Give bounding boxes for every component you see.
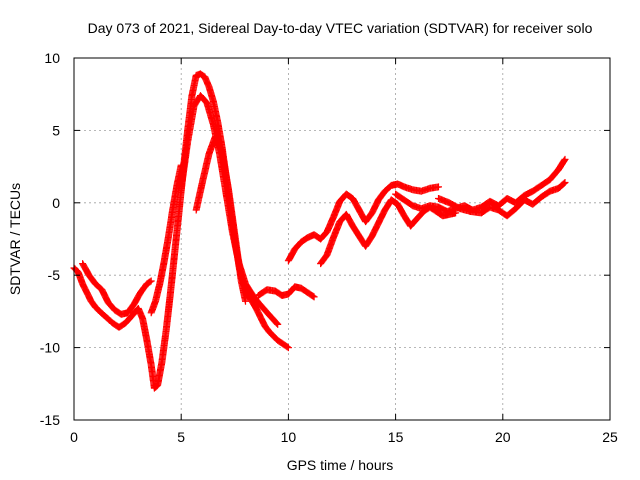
axis-ticks: 0 5 10 15 20 25 -15 -10 -5 0 5 10	[40, 50, 618, 445]
plot-frame	[73, 57, 611, 421]
data-point-marker	[560, 179, 568, 187]
data-point-marker	[310, 293, 318, 301]
series-track-f	[254, 283, 318, 301]
series-track-j	[435, 179, 569, 220]
data-point-marker	[274, 320, 282, 328]
y-tick-label: 5	[52, 122, 60, 138]
y-tick-label: -10	[40, 340, 60, 356]
x-tick-label: 20	[495, 429, 511, 445]
data-point-marker	[560, 156, 568, 164]
y-tick-label: -15	[40, 412, 60, 428]
data-point-marker	[273, 320, 281, 327]
x-tick-label: 0	[70, 429, 78, 445]
y-axis-label: SDTVAR / TECUs	[7, 183, 23, 295]
data-point-marker	[309, 292, 317, 300]
chart-title: Day 073 of 2021, Sidereal Day-to-day VTE…	[88, 20, 593, 36]
series-track-c	[147, 161, 185, 317]
data-point-marker	[561, 179, 569, 186]
x-tick-label: 15	[388, 429, 404, 445]
y-tick-label: -5	[48, 267, 61, 283]
data-point-marker	[561, 155, 569, 163]
series-track-g	[284, 180, 442, 265]
data-point-marker	[147, 277, 155, 285]
y-tick-label: 10	[44, 50, 60, 66]
series-track-e	[192, 132, 249, 305]
series-track-b	[79, 260, 155, 318]
data-point-marker	[283, 343, 291, 351]
x-tick-label: 25	[602, 429, 618, 445]
data-point-marker	[435, 183, 442, 191]
data-point-marker	[242, 297, 249, 305]
x-tick-label: 5	[177, 429, 185, 445]
data-point-marker	[146, 278, 154, 286]
y-tick-label: 0	[52, 195, 60, 211]
data-points	[70, 70, 569, 392]
x-tick-label: 10	[281, 429, 297, 445]
data-point-marker	[284, 344, 292, 352]
x-axis-label: GPS time / hours	[287, 457, 394, 473]
